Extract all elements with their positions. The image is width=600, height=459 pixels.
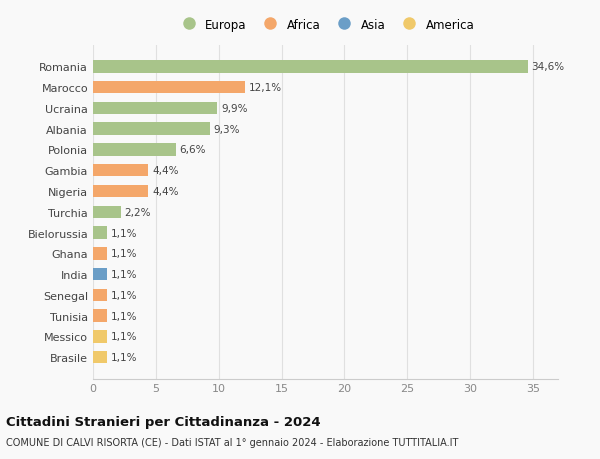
Bar [93, 123, 210, 135]
Text: 9,3%: 9,3% [214, 124, 240, 134]
Text: 9,9%: 9,9% [221, 104, 248, 114]
Text: 34,6%: 34,6% [532, 62, 565, 72]
Text: 1,1%: 1,1% [110, 331, 137, 341]
Bar [93, 144, 176, 157]
Bar [93, 351, 107, 364]
Bar [93, 61, 528, 73]
Text: 4,4%: 4,4% [152, 166, 179, 176]
Text: 2,2%: 2,2% [124, 207, 151, 217]
Text: 1,1%: 1,1% [110, 228, 137, 238]
Bar [93, 227, 107, 239]
Text: 12,1%: 12,1% [249, 83, 282, 93]
Text: 1,1%: 1,1% [110, 269, 137, 280]
Bar [93, 289, 107, 302]
Text: 1,1%: 1,1% [110, 249, 137, 259]
Legend: Europa, Africa, Asia, America: Europa, Africa, Asia, America [177, 18, 474, 32]
Text: 4,4%: 4,4% [152, 186, 179, 196]
Bar [93, 268, 107, 280]
Bar [93, 310, 107, 322]
Bar [93, 206, 121, 218]
Text: 1,1%: 1,1% [110, 311, 137, 321]
Bar [93, 102, 217, 115]
Bar [93, 165, 148, 177]
Text: Cittadini Stranieri per Cittadinanza - 2024: Cittadini Stranieri per Cittadinanza - 2… [6, 415, 320, 428]
Text: 1,1%: 1,1% [110, 290, 137, 300]
Text: 1,1%: 1,1% [110, 353, 137, 362]
Text: 6,6%: 6,6% [180, 145, 206, 155]
Bar [93, 185, 148, 198]
Bar [93, 247, 107, 260]
Text: COMUNE DI CALVI RISORTA (CE) - Dati ISTAT al 1° gennaio 2024 - Elaborazione TUTT: COMUNE DI CALVI RISORTA (CE) - Dati ISTA… [6, 437, 458, 447]
Bar [93, 82, 245, 94]
Bar [93, 330, 107, 343]
